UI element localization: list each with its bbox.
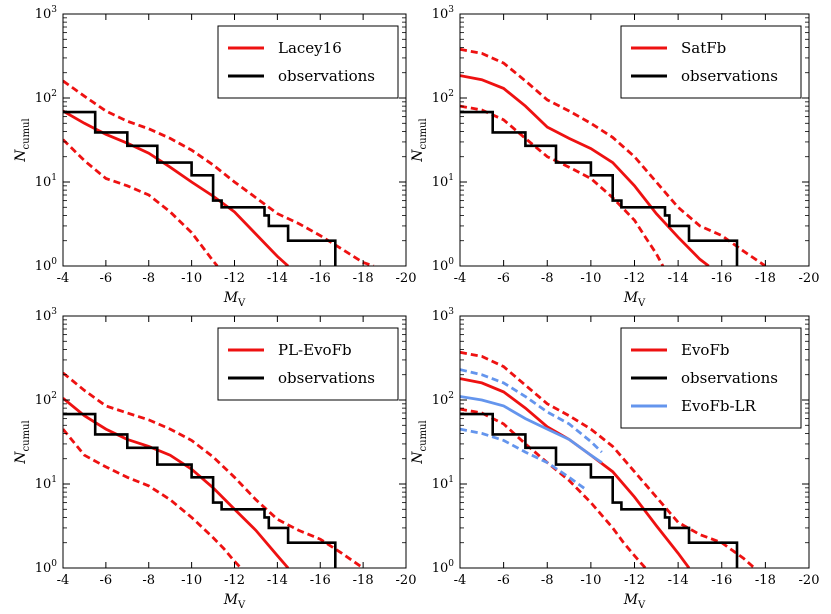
y-tick-label: 101	[432, 475, 454, 492]
x-tick-label: -20	[396, 271, 417, 286]
x-tick-label: -12	[224, 573, 245, 588]
x-tick-label: -6	[497, 271, 510, 286]
x-tick-label: -20	[799, 271, 820, 286]
x-tick-label: -8	[541, 271, 554, 286]
legend-box	[217, 327, 399, 401]
x-axis-title: MV	[623, 290, 646, 309]
series-line-observations	[63, 110, 337, 266]
legend-label: observations	[278, 67, 375, 85]
legend-label: observations	[278, 369, 375, 387]
series-line-lacey16-upper	[63, 79, 375, 266]
x-tick-label: -10	[181, 573, 202, 588]
x-tick-label: -14	[267, 271, 288, 286]
x-tick-label: -16	[711, 573, 732, 588]
x-tick-label: -14	[267, 573, 288, 588]
y-tick-label: 102	[432, 89, 454, 106]
x-tick-label: -12	[624, 573, 645, 588]
series-line-pl-evofb-lower	[63, 428, 242, 568]
x-tick-label: -20	[799, 573, 820, 588]
legend-label: observations	[681, 369, 778, 387]
y-axis-title: Ncumul	[410, 118, 429, 162]
y-tick-label: 100	[35, 257, 58, 274]
x-tick-label: -6	[497, 573, 510, 588]
legend-label: Lacey16	[278, 39, 342, 57]
y-tick-label: 100	[432, 257, 455, 274]
panel-top-left: -4 -6 -8 -10 -12 -14 -16 -18 -20 100 101 102 103 MV Nc…	[13, 5, 416, 309]
panel-top-right: -4 -6 -8 -10 -12 -14 -16 -18 -20 100 101 102 103 MV Nc…	[410, 5, 819, 309]
legend-box	[217, 25, 399, 99]
y-tick-label: 103	[35, 5, 58, 22]
y-tick-label: 102	[432, 391, 454, 408]
x-tick-label: -16	[310, 271, 331, 286]
x-tick-label: -18	[353, 573, 374, 588]
x-tick-label: -16	[711, 271, 732, 286]
x-tick-label: -18	[755, 573, 776, 588]
series-line-evofb-lr-upper	[460, 368, 603, 454]
series-line-satfb-upper	[460, 47, 767, 266]
x-tick-label: -4	[57, 271, 70, 286]
series-group	[63, 371, 364, 568]
series-line-lacey16-lower	[63, 138, 219, 266]
series-line-pl-evofb	[63, 397, 290, 568]
series-line-satfb-lower	[460, 104, 665, 266]
x-axis-title: MV	[223, 592, 246, 611]
x-tick-label: -4	[454, 271, 467, 286]
y-tick-label: 101	[35, 475, 57, 492]
legend-label: SatFb	[681, 39, 726, 57]
x-tick-label: -10	[181, 271, 202, 286]
x-axis-title: MV	[623, 592, 646, 611]
y-tick-label: 101	[432, 173, 454, 190]
panel-bottom-left: -4 -6 -8 -10 -12 -14 -16 -18 -20 100 101 102 103 MV Nc…	[13, 307, 416, 611]
series-group	[460, 47, 767, 266]
y-tick-label: 103	[432, 5, 455, 22]
x-tick-label: -8	[142, 573, 155, 588]
x-tick-label: -4	[57, 573, 70, 588]
x-tick-label: -8	[541, 573, 554, 588]
x-tick-label: -18	[353, 271, 374, 286]
y-tick-label: 102	[35, 391, 57, 408]
legend-label: observations	[681, 67, 778, 85]
series-line-pl-evofb-upper	[63, 371, 364, 568]
x-tick-label: -18	[755, 271, 776, 286]
legend-label: EvoFb	[681, 341, 729, 359]
series-line-evofb-lr-lower	[460, 427, 588, 492]
x-tick-label: -16	[310, 573, 331, 588]
y-tick-label: 101	[35, 173, 57, 190]
x-tick-label: -14	[668, 573, 689, 588]
y-tick-label: 102	[35, 89, 57, 106]
x-tick-label: -4	[454, 573, 467, 588]
series-line-evofb-lower	[460, 407, 647, 568]
series-group	[460, 350, 756, 568]
y-tick-label: 100	[35, 559, 58, 576]
series-line-observations	[460, 110, 739, 266]
series-line-observations	[63, 412, 337, 568]
y-tick-label: 103	[35, 307, 58, 324]
y-tick-label: 100	[432, 559, 455, 576]
y-axis-title: Ncumul	[13, 420, 32, 464]
legend-box	[620, 25, 802, 99]
x-tick-label: -6	[100, 573, 113, 588]
x-tick-label: -12	[224, 271, 245, 286]
y-axis-title: Ncumul	[13, 118, 32, 162]
y-axis-title: Ncumul	[410, 420, 429, 464]
x-tick-label: -12	[624, 271, 645, 286]
legend-label: EvoFb-LR	[681, 397, 756, 415]
series-group	[63, 79, 375, 266]
series-line-satfb	[460, 74, 710, 266]
x-tick-label: -10	[580, 271, 601, 286]
panel-bottom-right: -4 -6 -8 -10 -12 -14 -16 -18 -20 100 101 102 103 MV Nc…	[410, 307, 819, 611]
series-line-lacey16	[63, 109, 290, 266]
x-tick-label: -6	[100, 271, 113, 286]
x-tick-label: -20	[396, 573, 417, 588]
x-tick-label: -14	[668, 271, 689, 286]
series-line-observations	[460, 412, 739, 568]
series-line-evofb-lr	[460, 395, 603, 464]
y-tick-label: 103	[432, 307, 455, 324]
series-line-evofb-upper	[460, 350, 756, 568]
legend-label: PL-EvoFb	[278, 341, 352, 359]
x-tick-label: -8	[142, 271, 155, 286]
x-axis-title: MV	[223, 290, 246, 309]
x-tick-label: -10	[580, 573, 601, 588]
